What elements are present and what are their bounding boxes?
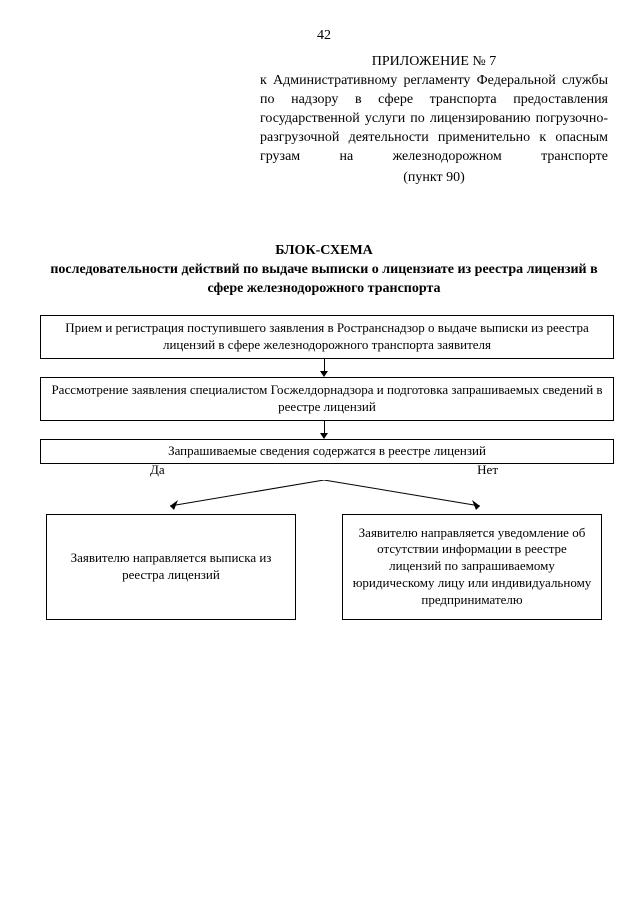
flow-node-review: Рассмотрение заявления специалистом Госж… — [40, 377, 614, 421]
flow-node-intake: Прием и регистрация поступившего заявлен… — [40, 315, 614, 359]
scheme-title: БЛОК-СХЕМА последовательности действий п… — [40, 242, 608, 299]
page-number: 42 — [40, 28, 608, 44]
outcome-yes-box: Заявителю направляется выписка из реестр… — [46, 514, 296, 620]
flow-node-decision: Запрашиваемые сведения содержатся в реес… — [40, 439, 614, 464]
decision-no-label: Нет — [477, 462, 498, 478]
arrow-down-icon — [319, 421, 329, 439]
decision-yes-label: Да — [150, 462, 165, 478]
flowchart: Прием и регистрация поступившего заявлен… — [40, 315, 608, 620]
decision-labels: Да Нет — [40, 462, 608, 478]
scheme-title-line1: БЛОК-СХЕМА — [50, 242, 598, 261]
appendix-body: к Административному регламенту Федеральн… — [260, 72, 608, 166]
arrow-down-icon — [319, 359, 329, 377]
appendix-point: (пункт 90) — [260, 170, 608, 186]
outcome-no-box: Заявителю направляется уведомление об от… — [342, 514, 602, 620]
appendix-title: ПРИЛОЖЕНИЕ № 7 — [260, 54, 608, 70]
outcome-row: Заявителю направляется выписка из реестр… — [40, 514, 608, 620]
decision-split-arrows — [40, 480, 608, 514]
scheme-title-line2: последовательности действий по выдаче вы… — [50, 262, 597, 296]
document-page: 42 ПРИЛОЖЕНИЕ № 7 к Административному ре… — [0, 0, 640, 905]
